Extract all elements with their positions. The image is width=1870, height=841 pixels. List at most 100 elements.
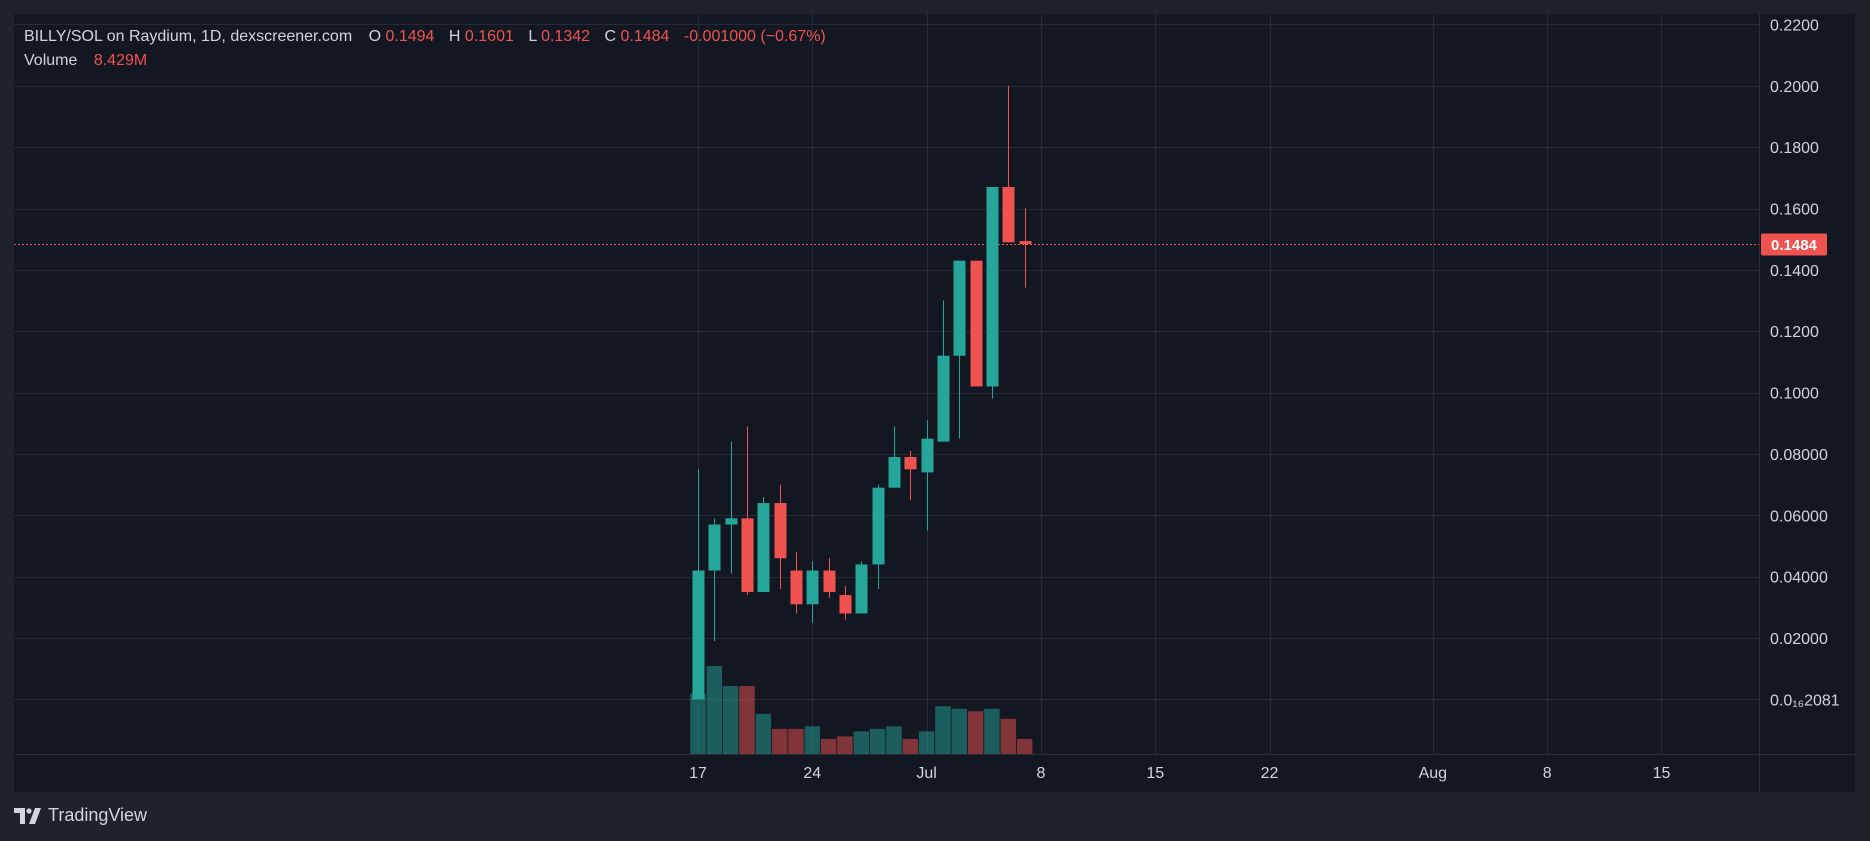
candle-body: [1019, 241, 1032, 245]
plot-area[interactable]: [14, 14, 1759, 754]
volume-bar: [935, 706, 951, 754]
volume-bar: [853, 731, 870, 754]
volume-bar: [722, 686, 739, 754]
candle: [953, 260, 966, 439]
price-tick-label: 0.08000: [1770, 447, 1828, 464]
candle-body: [904, 457, 917, 470]
volume-bar: [902, 738, 919, 754]
candle-body: [986, 187, 999, 387]
grid-lines: [14, 14, 1759, 754]
time-axis: 17 24 Jul 8 15 22 Aug 8 15: [689, 765, 1670, 782]
volume-bar: [984, 708, 1000, 754]
price-tick-label: 0.0₁₆2081: [1770, 692, 1840, 709]
price-tick-label: 0.2200: [1770, 17, 1819, 34]
candle-body: [692, 570, 705, 700]
price-tick-label: 0.04000: [1770, 570, 1828, 587]
candle: [986, 187, 999, 399]
price-axis-area[interactable]: [1759, 14, 1855, 754]
volume-bar: [788, 728, 804, 754]
volume-bar: [918, 731, 935, 754]
close-value: 0.1484: [620, 28, 669, 45]
tradingview-logo-icon: [14, 807, 41, 824]
time-tick-label: 8: [1543, 765, 1552, 782]
close-label: C: [604, 28, 616, 45]
price-tick-label: 0.1000: [1770, 386, 1819, 403]
candle: [774, 484, 787, 589]
volume-bar: [706, 666, 723, 754]
candle-body: [1002, 187, 1015, 243]
volume-bar: [967, 711, 984, 754]
time-tick-label: 15: [1146, 765, 1164, 782]
candle: [823, 558, 836, 599]
low-label: L: [528, 28, 537, 45]
volume-bar: [869, 728, 886, 754]
candle-body: [937, 355, 950, 442]
last-price-tag-background: [1761, 233, 1827, 256]
volume-bar: [886, 726, 902, 754]
tradingview-branding[interactable]: TradingView: [14, 805, 147, 826]
candle-body: [872, 487, 885, 565]
candle: [872, 484, 885, 589]
high-label: H: [449, 28, 461, 45]
price-tick-label: 0.1800: [1770, 140, 1819, 157]
candle-body: [855, 564, 868, 614]
candle: [937, 300, 950, 442]
candle-body: [741, 518, 754, 593]
candle-body: [725, 518, 738, 525]
volume-bar: [837, 736, 853, 754]
candle: [970, 260, 983, 387]
volume-bar: [820, 738, 837, 754]
candle-body: [774, 503, 787, 559]
volume-bar: [690, 693, 706, 754]
candle: [725, 441, 738, 574]
price-tick-label: 0.06000: [1770, 508, 1828, 525]
candlesticks: [692, 85, 1032, 700]
volume-bar: [739, 686, 755, 754]
low-value: 0.1342: [541, 28, 590, 45]
price-tick-label: 0.1400: [1770, 263, 1819, 280]
candle-body: [888, 457, 901, 488]
price-axis: 0.2200 0.2000 0.1800 0.1600 0.1400 0.1200 0.10…: [1770, 17, 1840, 709]
candle-body: [839, 595, 852, 614]
open-value: 0.1494: [386, 28, 435, 45]
time-tick-label: 17: [689, 765, 707, 782]
volume-bar: [1000, 718, 1017, 754]
volume-bars: [690, 666, 1033, 754]
time-tick-label: 8: [1036, 765, 1045, 782]
candle: [806, 561, 819, 623]
volume-value: 8.429M: [94, 52, 147, 69]
candle: [790, 552, 803, 614]
open-label: O: [369, 28, 381, 45]
candle: [839, 585, 852, 620]
volume-bar: [1016, 738, 1033, 754]
time-tick-label: 15: [1653, 765, 1671, 782]
volume-bar: [771, 728, 788, 754]
candle: [692, 469, 705, 700]
candle: [708, 518, 721, 642]
time-tick-label: Jul: [916, 765, 936, 782]
last-price-tag: 0.1484: [1761, 233, 1827, 256]
price-tick-label: 0.1600: [1770, 202, 1819, 219]
last-price-tag-value: 0.1484: [1771, 237, 1818, 254]
candle: [741, 426, 754, 596]
candle-body: [790, 570, 803, 605]
candle-body: [708, 524, 721, 571]
candle-body: [970, 260, 983, 387]
price-tick-label: 0.2000: [1770, 79, 1819, 96]
time-tick-label: Aug: [1419, 765, 1447, 782]
tradingview-brand-name: TradingView: [48, 805, 148, 825]
candle: [904, 450, 917, 500]
candle-body: [806, 570, 819, 605]
candle: [1019, 208, 1032, 288]
high-value: 0.1601: [465, 28, 514, 45]
time-axis-area[interactable]: [14, 754, 1855, 792]
volume-bar: [804, 726, 821, 754]
candle: [855, 561, 868, 614]
candle: [1002, 85, 1015, 243]
candle-body: [823, 570, 836, 593]
candle-body: [921, 438, 934, 473]
volume-bar: [755, 713, 772, 754]
volume-label: Volume: [24, 52, 77, 69]
time-tick-label: 24: [803, 765, 821, 782]
